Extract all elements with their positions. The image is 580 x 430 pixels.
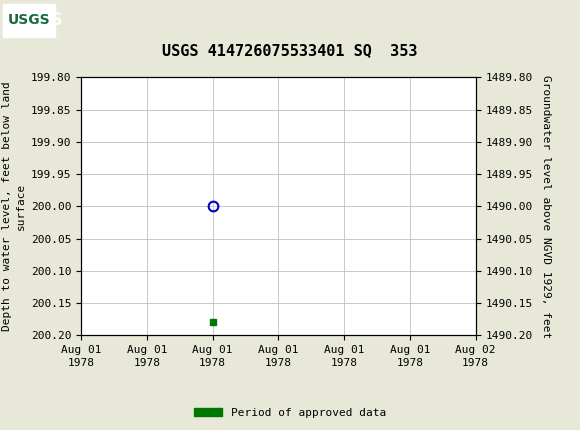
Y-axis label: Depth to water level, feet below land
surface: Depth to water level, feet below land su…: [2, 82, 26, 331]
Text: ~USGS: ~USGS: [9, 12, 63, 29]
Bar: [3, 4, 55, 37]
Legend: Period of approved data: Period of approved data: [190, 403, 390, 422]
Y-axis label: Groundwater level above NGVD 1929, feet: Groundwater level above NGVD 1929, feet: [541, 75, 551, 338]
Text: USGS: USGS: [8, 13, 50, 28]
Text: USGS 414726075533401 SQ  353: USGS 414726075533401 SQ 353: [162, 43, 418, 58]
